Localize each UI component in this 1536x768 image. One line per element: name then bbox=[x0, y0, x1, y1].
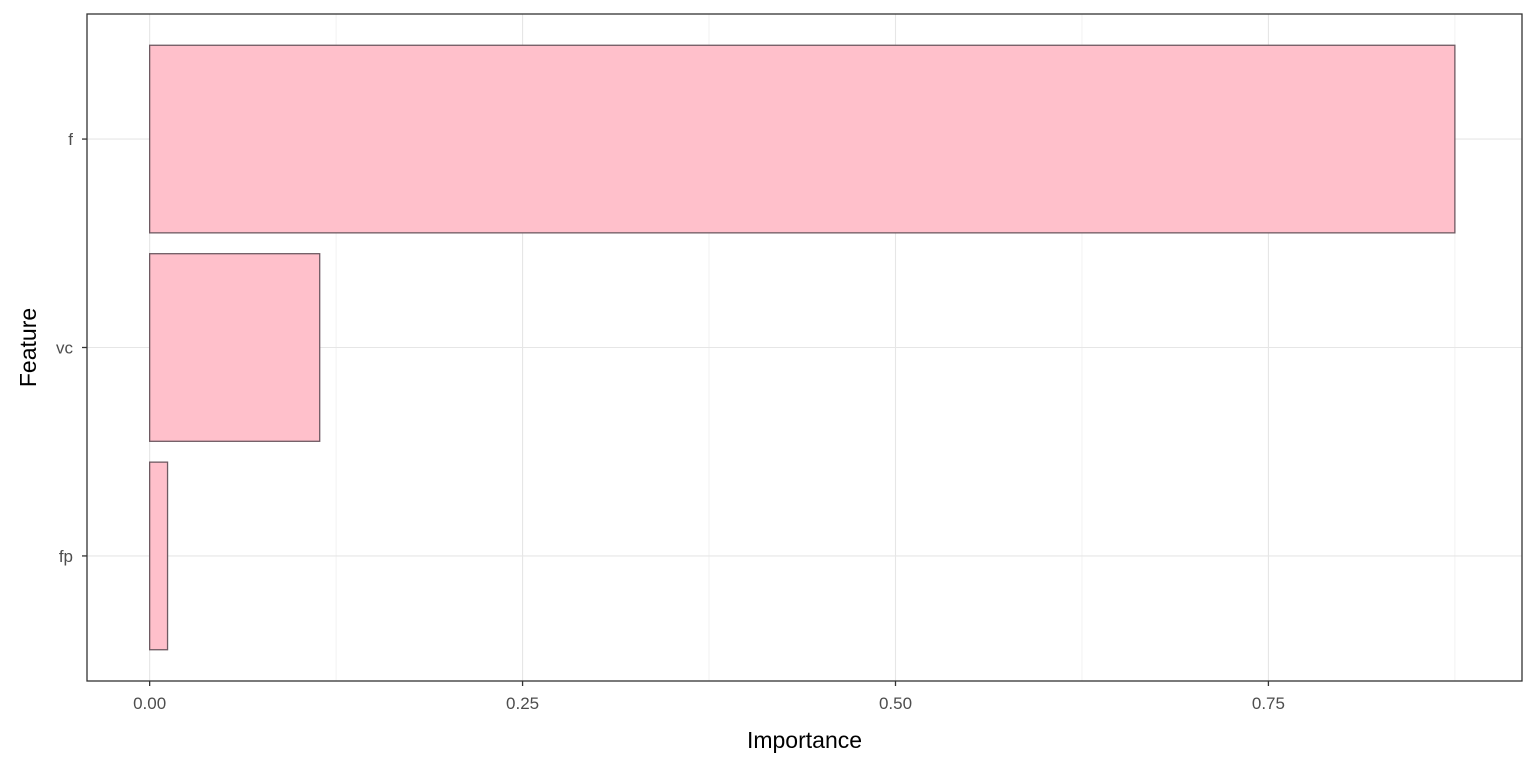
axes: 0.00 0.25 0.50 0.75 f vc fp bbox=[56, 130, 1285, 713]
x-axis-title: Importance bbox=[747, 727, 862, 753]
x-tick-label: 0.75 bbox=[1252, 694, 1285, 713]
x-tick-label: 0.25 bbox=[506, 694, 539, 713]
bar-f bbox=[149, 44, 1456, 234]
bar-fp bbox=[149, 461, 169, 651]
x-tick-label: 0.00 bbox=[133, 694, 166, 713]
x-tick-label: 0.50 bbox=[879, 694, 912, 713]
bars bbox=[149, 44, 1456, 651]
y-axis-title: Feature bbox=[15, 308, 41, 387]
y-tick-label-vc: vc bbox=[56, 339, 74, 358]
y-tick-label-f: f bbox=[68, 130, 73, 149]
bar-vc bbox=[149, 253, 321, 442]
y-tick-label-fp: fp bbox=[59, 547, 73, 566]
